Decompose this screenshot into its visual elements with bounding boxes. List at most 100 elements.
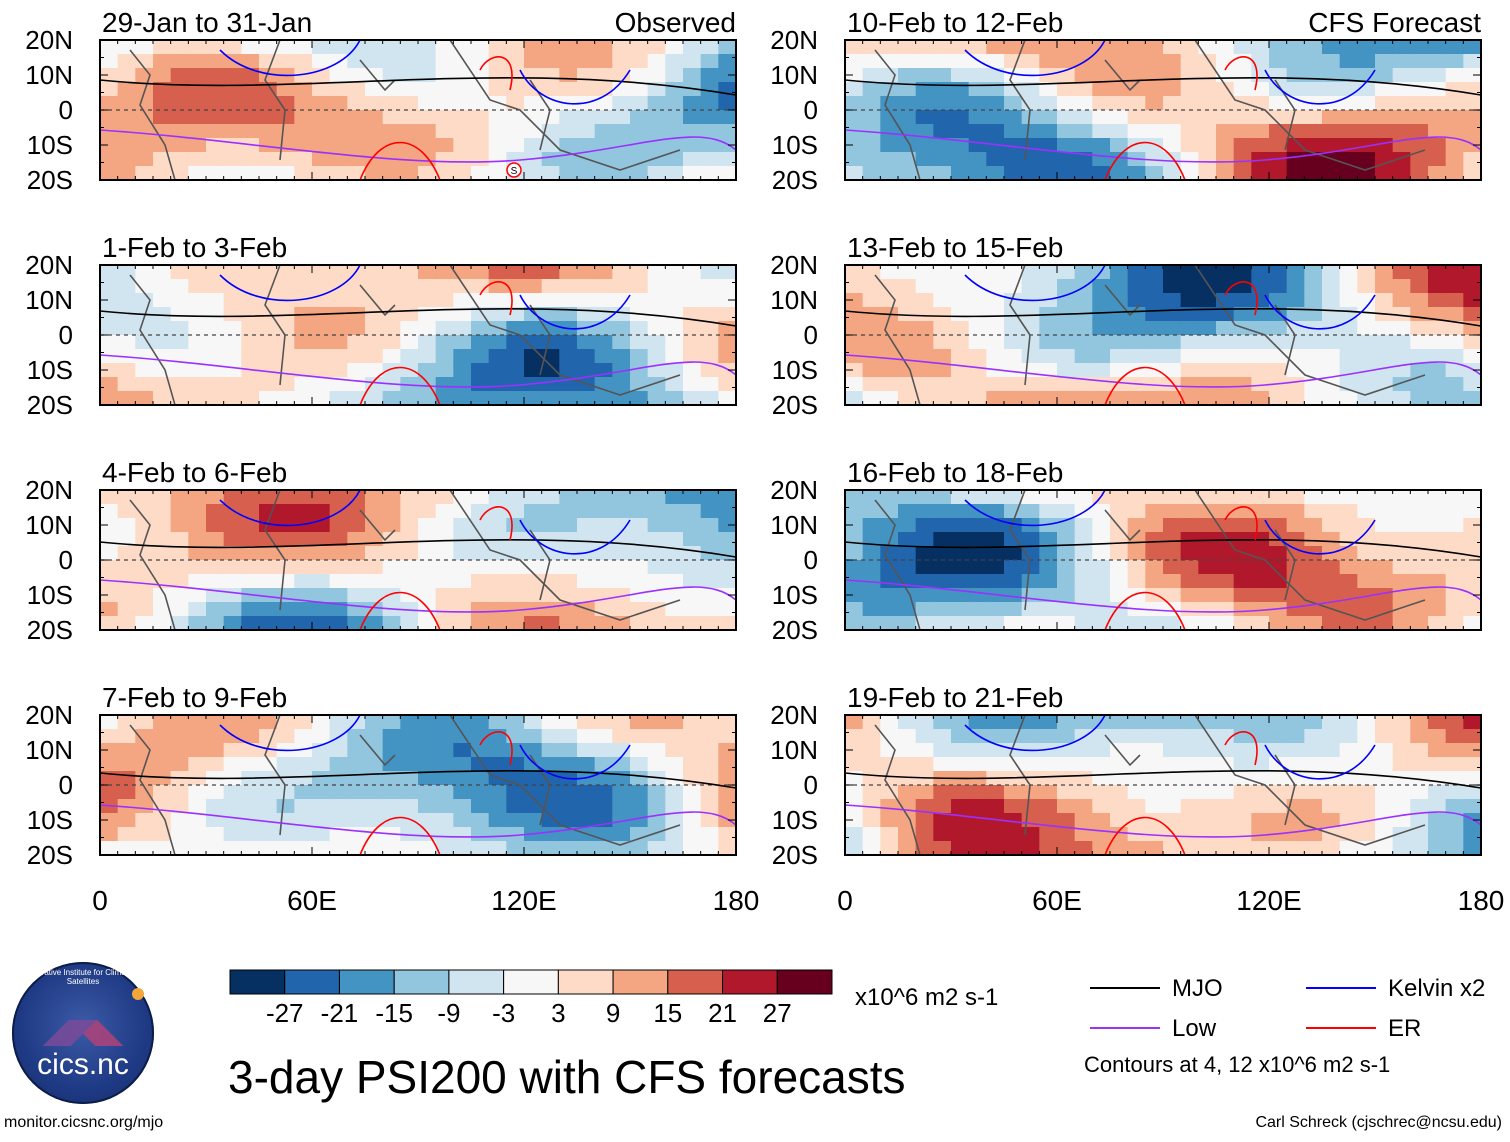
shade-cell <box>329 166 348 180</box>
shade-cell <box>1304 391 1323 405</box>
shade-cell <box>880 813 899 828</box>
shade-cell <box>845 490 864 505</box>
mjo-contour <box>100 307 736 327</box>
shade-cell <box>100 588 119 603</box>
shade-cell <box>259 518 278 533</box>
y-tick-label: 0 <box>804 95 818 125</box>
shade-cell <box>153 715 172 730</box>
shade-cell <box>683 546 702 561</box>
shade-cell <box>1021 715 1040 730</box>
shade-cell <box>1163 560 1182 575</box>
shade-cell <box>117 771 136 786</box>
shade-cell <box>915 293 934 308</box>
shade-cell <box>968 602 987 617</box>
shade-cell <box>1163 335 1182 350</box>
shade-cell <box>1445 771 1464 786</box>
shade-cell <box>117 588 136 603</box>
shade-cell <box>951 546 970 561</box>
shade-cell <box>1039 546 1058 561</box>
shade-cell <box>276 560 295 575</box>
y-tick-label: 20N <box>770 700 818 730</box>
y-tick-label: 10S <box>27 130 73 160</box>
shade-cell <box>1145 518 1164 533</box>
shade-cell <box>400 166 419 180</box>
shade-cell <box>365 138 384 153</box>
colorbar-tick-label: -27 <box>266 998 304 1028</box>
shade-cell <box>1216 813 1235 828</box>
shade-cell <box>135 813 154 828</box>
shade-cell <box>153 771 172 786</box>
shade-cell <box>1463 785 1481 800</box>
shade-cell <box>259 841 278 855</box>
shade-cell <box>1004 490 1023 505</box>
shade-cell <box>435 574 454 589</box>
shade-cell <box>647 715 666 730</box>
shade-cell <box>1410 377 1429 392</box>
footer-url[interactable]: monitor.cicsnc.org/mjo <box>4 1114 164 1131</box>
shade-cell <box>683 729 702 744</box>
shade-cell <box>365 391 384 405</box>
shade-cell <box>541 771 560 786</box>
shade-cell <box>933 813 952 828</box>
shade-cell <box>1021 363 1040 378</box>
y-tick-label: 20S <box>27 840 73 870</box>
shade-cell <box>718 279 736 294</box>
shade-cell <box>1269 321 1288 336</box>
shade-cell <box>1057 616 1076 630</box>
shade-cell <box>1057 265 1076 280</box>
shade-cell <box>630 602 649 617</box>
shade-cell <box>241 152 260 167</box>
shade-cell <box>986 321 1005 336</box>
shade-cell <box>400 574 419 589</box>
shade-cell <box>1004 546 1023 561</box>
shade-cell <box>1163 82 1182 97</box>
shade-cell <box>630 363 649 378</box>
shade-cell <box>1092 504 1111 519</box>
shade-cell <box>312 616 331 630</box>
shade-cell <box>1445 68 1464 83</box>
shade-cell <box>223 715 242 730</box>
shade-cell <box>206 729 225 744</box>
shade-cell <box>117 166 136 180</box>
shade-cell <box>488 349 507 364</box>
shade-cell <box>577 82 596 97</box>
shade-cell <box>153 54 172 69</box>
shade-cell <box>418 110 437 125</box>
shade-cell <box>382 68 401 83</box>
shade-cell <box>1145 785 1164 800</box>
shade-cell <box>1145 546 1164 561</box>
shade-cell <box>880 138 899 153</box>
mjo-contour <box>845 769 1481 789</box>
shade-cell <box>1074 799 1093 814</box>
shade-cell <box>845 504 864 519</box>
shade-cell <box>1021 771 1040 786</box>
shade-cell <box>1322 841 1341 855</box>
shade-cell <box>170 546 189 561</box>
shade-cell <box>1269 349 1288 364</box>
shade-cell <box>1092 293 1111 308</box>
shade-cell <box>1375 68 1394 83</box>
shade-cell <box>1357 335 1376 350</box>
shade-cell <box>241 532 260 547</box>
shade-cell <box>665 616 684 630</box>
shade-cell <box>1057 54 1076 69</box>
shade-cell <box>312 532 331 547</box>
shade-cell <box>1145 279 1164 294</box>
shade-cell <box>1428 40 1447 55</box>
shade-cell <box>1180 363 1199 378</box>
shade-cell <box>453 54 472 69</box>
shade-cell <box>1269 363 1288 378</box>
shade-cell <box>1163 377 1182 392</box>
shade-cell <box>170 349 189 364</box>
shade-cell <box>647 574 666 589</box>
shade-cell <box>312 138 331 153</box>
shade-cell <box>188 827 207 842</box>
shade-cell <box>1392 68 1411 83</box>
shade-cell <box>294 602 313 617</box>
shade-cell <box>1039 757 1058 772</box>
shade-cell <box>1198 743 1217 758</box>
shade-cell <box>329 363 348 378</box>
shade-cell <box>188 40 207 55</box>
shade-cell <box>933 504 952 519</box>
shade-cell <box>347 799 366 814</box>
